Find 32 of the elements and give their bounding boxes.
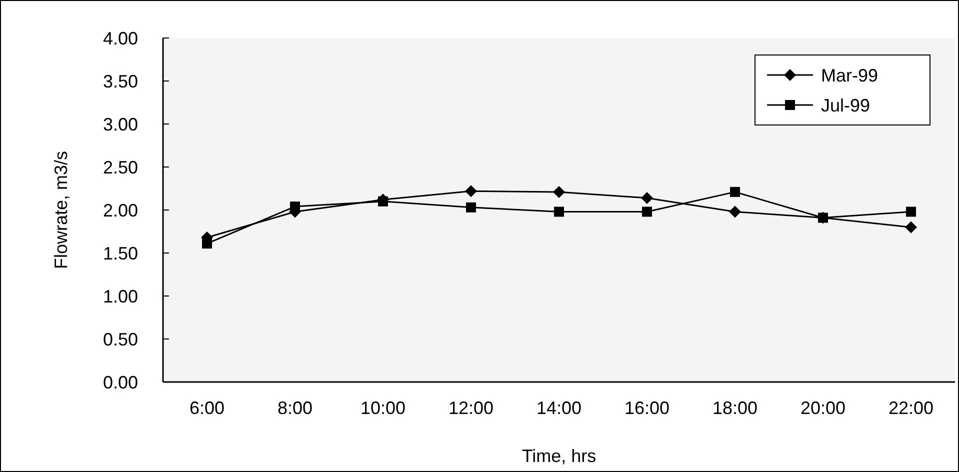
x-tick-label: 16:00 — [624, 398, 670, 418]
x-tick-label: 22:00 — [888, 398, 934, 418]
point — [906, 206, 916, 217]
y-tick-label: 4.00 — [102, 28, 138, 48]
y-tick-label: 2.00 — [102, 200, 138, 220]
y-tick-label: 1.00 — [102, 286, 138, 306]
legend-label: Jul-99 — [821, 95, 870, 116]
x-tick-label: 12:00 — [448, 398, 494, 418]
x-tick-label: 18:00 — [712, 398, 758, 418]
y-tick-label: 3.50 — [102, 71, 138, 92]
y-tick-label: 0.50 — [102, 329, 138, 350]
y-axis-title: Flowrate, m3/s — [51, 150, 71, 270]
x-tick-label: 14:00 — [536, 398, 582, 418]
y-tick-label: 0.00 — [102, 372, 138, 392]
x-tick-label: 8:00 — [277, 398, 313, 418]
legend-label: Mar-99 — [821, 65, 878, 86]
y-tick-label: 3.00 — [102, 114, 138, 134]
x-axis-title: Time, hrs — [522, 446, 596, 466]
y-tick-label: 1.50 — [102, 243, 138, 264]
point — [730, 186, 740, 197]
point — [465, 185, 477, 198]
point — [554, 206, 564, 217]
point — [466, 202, 476, 212]
point — [905, 221, 917, 234]
x-tick-label: 10:00 — [360, 398, 406, 418]
y-tick-label: 2.50 — [102, 157, 138, 178]
point — [729, 206, 741, 218]
point — [642, 206, 652, 217]
x-tick-label: 6:00 — [189, 398, 225, 418]
x-tick-label: 20:00 — [800, 398, 846, 418]
point — [641, 192, 653, 204]
point — [553, 186, 565, 198]
